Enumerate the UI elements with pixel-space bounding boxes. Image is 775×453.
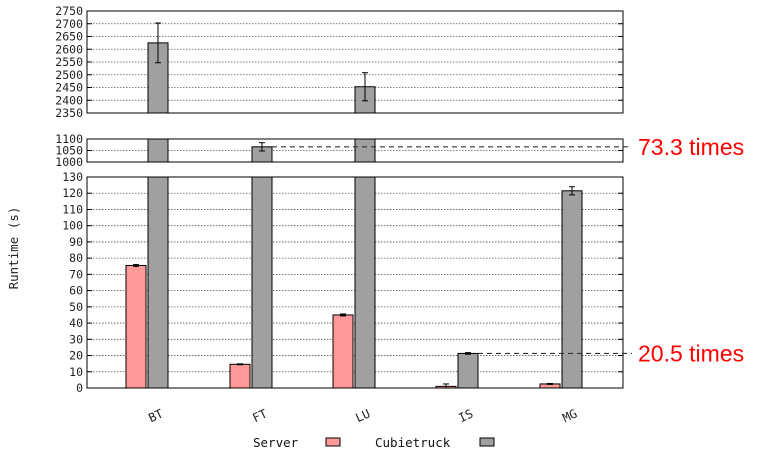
y-tick-label: 90	[69, 235, 83, 249]
y-tick-label: 2550	[55, 55, 83, 69]
bar-cubietruck-lu	[354, 138, 376, 163]
y-tick-label: 2650	[55, 30, 83, 44]
bar-server-ft	[229, 363, 251, 389]
y-tick-label: 10	[69, 365, 83, 379]
legend-swatch-cubietruck	[479, 437, 495, 447]
x-tick-label-bt: BT	[146, 406, 165, 425]
y-tick-label: 1000	[55, 155, 83, 169]
bar-cubietruck-bt	[147, 176, 169, 389]
plot-panel-frame	[86, 10, 624, 114]
legend-label-cubietruck: Cubietruck	[375, 435, 451, 450]
y-tick-label: 60	[69, 284, 83, 298]
y-tick-label: 120	[62, 186, 83, 200]
bar-cubietruck-lu	[354, 176, 376, 389]
y-tick-label: 2400	[55, 93, 83, 107]
y-tick-label: 2750	[55, 4, 83, 18]
annotations: 73.3 times 20.5 times	[272, 134, 744, 366]
x-tick-label-ft: FT	[250, 406, 269, 425]
y-tick-label: 2600	[55, 42, 83, 56]
x-tick-label-mg: MG	[560, 406, 579, 425]
y-tick-label: 100	[62, 219, 83, 233]
x-tick-label-lu: LU	[353, 406, 372, 425]
y-tick-label: 40	[69, 316, 83, 330]
bar-cubietruck-ft	[251, 176, 273, 389]
y-tick-label: 2350	[55, 106, 83, 120]
bar-server-lu	[332, 314, 354, 389]
bar-cubietruck-is	[457, 352, 479, 389]
plot-panel-frame	[86, 176, 624, 389]
y-tick-label: 1100	[55, 132, 83, 146]
y-tick-label: 80	[69, 251, 83, 265]
y-tick-label: 2500	[55, 68, 83, 82]
y-tick-label: 1050	[55, 144, 83, 158]
bar-server-bt	[125, 264, 147, 389]
y-tick-label: 2450	[55, 81, 83, 95]
legend-swatch-server	[325, 437, 341, 447]
y-tick-label: 2700	[55, 17, 83, 31]
bar-cubietruck-mg	[561, 190, 583, 389]
y-axis-label: Runtime (s)	[6, 207, 21, 290]
y-tick-label: 70	[69, 267, 83, 281]
y-tick-label: 20	[69, 349, 83, 363]
legend: Server Cubietruck	[253, 435, 495, 450]
annotation-2: 20.5 times	[638, 340, 744, 366]
y-tick-label: 110	[62, 202, 83, 216]
bar-cubietruck-bt	[147, 138, 169, 163]
frame-layer	[86, 10, 624, 389]
category-labels: BT FT LU IS MG	[146, 406, 579, 425]
y-tick-label: 30	[69, 332, 83, 346]
legend-label-server: Server	[253, 435, 299, 450]
annotation-1: 73.3 times	[638, 134, 744, 160]
y-tick-label: 50	[69, 300, 83, 314]
tick-labels: 2350240024502500255026002650270027501000…	[55, 4, 83, 395]
y-tick-label: 130	[62, 170, 83, 184]
bars-layer	[125, 22, 583, 389]
plot-panel-frame	[86, 138, 624, 163]
x-tick-label-is: IS	[456, 406, 475, 425]
y-tick-label: 0	[76, 381, 83, 395]
